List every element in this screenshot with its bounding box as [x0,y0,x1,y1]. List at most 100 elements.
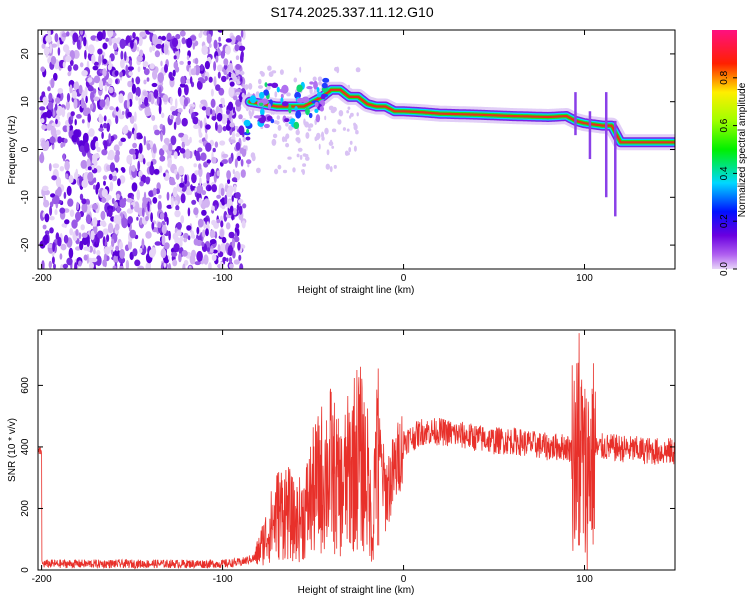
noise-blob [143,79,147,85]
noise-blob [215,55,219,63]
noise-blob [95,255,102,267]
colorbar-ticks: 0.0 0.2 0.4 0.6 0.8 [719,70,737,276]
ridge-blob [319,106,324,112]
snr-series-line [38,333,675,570]
noise-blob [48,163,52,172]
noise-blob [201,106,207,111]
ridge-blob [308,112,313,119]
top-xlabel: Height of straight line (km) [298,285,415,296]
noise-blob [50,193,56,198]
noise-blob [170,96,173,106]
noise-blob [57,87,64,94]
noise-blob [175,66,180,73]
noise-blob [198,132,203,138]
noise-blob [128,71,133,76]
noise-blob [177,112,181,119]
noise-blob [135,76,141,85]
noise-blob [98,127,104,132]
noise-blob [193,207,199,216]
bottom-y-ticks: 0 200 400 600 [20,377,675,573]
noise-blob [183,232,189,240]
bottom-y-tick-label-0: 0 [20,567,31,573]
noise-blob [198,163,202,170]
colorbar-label: Normalized spectral amplitude [737,82,748,217]
noise-blob [236,80,241,85]
noise-blob [355,67,361,73]
noise-blob [102,175,107,180]
noise-blob [118,93,124,104]
noise-blob [205,106,212,116]
noise-blob [177,86,182,97]
noise-blob [127,66,134,71]
noise-blob [276,115,280,120]
noise-blob [93,184,96,190]
noise-blob [107,77,113,85]
noise-blob [213,61,217,72]
noise-blob [75,211,82,221]
noise-blob [195,150,200,161]
ridge-blob [246,128,250,134]
noise-blob [89,245,93,253]
noise-blob [63,138,68,144]
noise-blob [141,207,145,218]
noise-blob [240,53,244,63]
noise-blob [238,254,242,261]
noise-blob [239,70,245,76]
noise-blob [138,97,142,107]
snr-frame [37,329,676,571]
noise-blob [226,257,229,262]
top-y-tick-label-2: 0 [20,146,31,152]
noise-blob [240,30,244,38]
noise-blob [131,164,136,172]
noise-blob [205,124,211,130]
noise-blob [176,230,182,237]
noise-blob [199,177,202,186]
noise-blob [135,86,141,98]
noise-blob [329,166,333,173]
noise-blob [49,216,55,221]
noise-blob [98,115,104,124]
noise-blob [87,171,94,182]
noise-blob [91,54,96,64]
noise-blob [96,31,104,41]
noise-blob [213,39,218,49]
noise-blob [97,98,101,110]
noise-blob [118,113,125,120]
noise-blob [170,135,177,146]
noise-blob [231,238,236,249]
ridge-blob [245,136,251,141]
noise-blob [117,215,122,225]
noise-blob [271,138,277,146]
noise-blob [154,50,161,58]
noise-blob [116,205,121,214]
noise-blob [217,244,221,254]
noise-blob [233,259,240,265]
noise-blob [53,195,60,204]
noise-blob [143,135,146,146]
noise-blob [126,99,130,109]
noise-blob [65,55,72,63]
noise-blob [188,67,192,77]
noise-blob [304,121,309,128]
noise-blob [90,257,98,263]
noise-blob [202,229,206,238]
noise-blob [71,134,79,143]
noise-blob [220,220,224,228]
noise-blob [81,198,87,205]
noise-blob [349,140,353,145]
noise-blob [87,113,91,123]
noise-blob [82,132,89,144]
noise-blob [260,71,265,77]
noise-blob [250,152,256,159]
noise-blob [79,30,84,36]
noise-blob [171,251,178,257]
noise-blob [244,84,249,90]
noise-blob [231,177,238,183]
noise-blob [179,96,186,104]
noise-blob [90,230,95,241]
noise-blob [49,201,54,208]
noise-blob [41,139,47,149]
noise-blob [204,75,208,82]
noise-blob [45,140,50,150]
noise-blob [152,143,157,154]
